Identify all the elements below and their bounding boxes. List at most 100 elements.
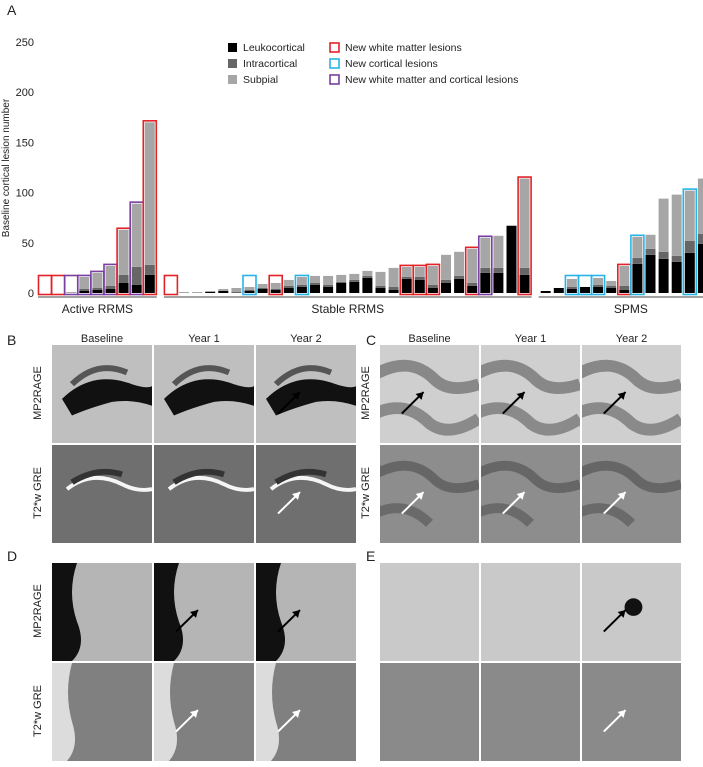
mri-image-tile xyxy=(154,663,254,761)
panel-b-letter: B xyxy=(7,332,17,348)
bar-outline xyxy=(682,188,698,296)
panel-a-letter: A xyxy=(7,2,17,18)
mri-image-tile xyxy=(582,563,681,661)
mri-image xyxy=(52,663,76,761)
bar-segment xyxy=(257,283,268,288)
bar-segment xyxy=(671,194,682,256)
bar-segment xyxy=(79,288,90,291)
bar-segment xyxy=(697,178,703,234)
legend: Leukocortical Intracortical Subpial New whi… xyxy=(228,42,518,86)
legend-swatch xyxy=(329,42,340,53)
bar-segment xyxy=(671,255,682,262)
mri-image xyxy=(269,468,356,515)
bar-segment xyxy=(593,286,604,293)
bar-segment xyxy=(362,277,373,293)
bar-segment xyxy=(684,252,695,293)
row-header: T2*w GRE xyxy=(32,467,44,519)
bar-segment xyxy=(257,287,268,289)
bar-segment xyxy=(270,288,281,290)
bar-segment xyxy=(414,279,425,293)
mri-image-tile xyxy=(380,445,479,543)
y-axis-label: Baseline cortical lesion number xyxy=(1,98,12,237)
row-header: MP2RAGE xyxy=(32,366,44,420)
mri-image xyxy=(481,663,580,761)
y-tick-label: 100 xyxy=(16,188,34,200)
column-header: Year 2 xyxy=(290,333,322,345)
mri-image-tile xyxy=(481,563,580,661)
bar-segment xyxy=(349,273,360,280)
bar-segment xyxy=(697,233,703,244)
bar-segment xyxy=(296,286,307,293)
bar-segment xyxy=(401,266,412,277)
bar-segment xyxy=(454,251,465,276)
panel-c-letter: C xyxy=(366,332,377,348)
bar-segment xyxy=(566,286,577,289)
bar-segment xyxy=(454,275,465,279)
bar-segment xyxy=(427,265,438,285)
bar-segment xyxy=(519,274,530,293)
mri-image xyxy=(380,359,479,436)
bar-segment xyxy=(671,261,682,293)
column-header: Baseline xyxy=(408,333,451,345)
bar-segment xyxy=(205,291,216,293)
bar-segment xyxy=(144,122,155,265)
bar-segment xyxy=(349,279,360,282)
bar-outline xyxy=(50,274,66,296)
bar-segment xyxy=(684,240,695,253)
mri-image xyxy=(154,563,199,661)
bar-segment xyxy=(493,267,504,273)
mri-image xyxy=(52,563,81,661)
bar-segment xyxy=(388,286,399,290)
mri-image-tile xyxy=(256,345,356,443)
bar-segment xyxy=(493,272,504,293)
bar-segment xyxy=(362,275,373,278)
row-header: T2*w GRE xyxy=(32,685,44,737)
y-tick-label: 250 xyxy=(16,37,34,49)
row-header: MP2RAGE xyxy=(32,584,44,638)
legend-swatch xyxy=(228,43,237,52)
panel-d-letter: D xyxy=(7,548,18,564)
bar-segment xyxy=(645,254,656,293)
bar-segment xyxy=(606,287,617,293)
row-header: T2*w GRE xyxy=(360,467,372,519)
bar-segment xyxy=(606,280,617,286)
group-label: SPMS xyxy=(614,302,648,316)
legend-label: New white matter and cortical lesions xyxy=(345,74,518,86)
y-axis: 0 50 100 150 200 250 xyxy=(16,37,34,300)
bar-segment xyxy=(205,290,216,292)
bar-segment xyxy=(467,285,478,293)
mri-image xyxy=(256,663,301,761)
bar-segment xyxy=(645,234,656,249)
bar-segment xyxy=(336,281,347,283)
bar-segment xyxy=(218,288,229,291)
bar-segment xyxy=(283,287,294,293)
bar-segment xyxy=(310,282,320,285)
bar-segment xyxy=(310,275,320,283)
bar-segment xyxy=(414,276,425,280)
bar-segment xyxy=(92,272,103,288)
mri-image-tile xyxy=(380,345,479,443)
mri-image xyxy=(481,563,580,661)
legend-swatch xyxy=(228,59,237,68)
mri-image xyxy=(481,460,580,528)
bar-outline xyxy=(163,274,179,296)
mri-image xyxy=(154,663,199,761)
bar-segment xyxy=(131,266,142,285)
legend-label: New white matter lesions xyxy=(345,42,462,54)
mri-image-tile xyxy=(582,445,681,543)
mri-image xyxy=(380,563,479,661)
bar-segment xyxy=(323,286,334,293)
bar-outline xyxy=(590,274,606,296)
bar-segment xyxy=(131,203,142,267)
legend-swatch xyxy=(228,75,237,84)
bar-segment xyxy=(467,282,478,286)
panel-e-letter: E xyxy=(366,548,376,564)
bar-segment xyxy=(375,271,386,286)
bar-segment xyxy=(427,287,438,293)
mri-image-tile xyxy=(256,563,356,661)
bar-segment xyxy=(192,291,203,293)
bar-segment xyxy=(658,198,669,252)
bar-segment xyxy=(323,275,334,285)
mri-image-tile xyxy=(52,345,152,443)
bar-segment xyxy=(480,272,491,293)
